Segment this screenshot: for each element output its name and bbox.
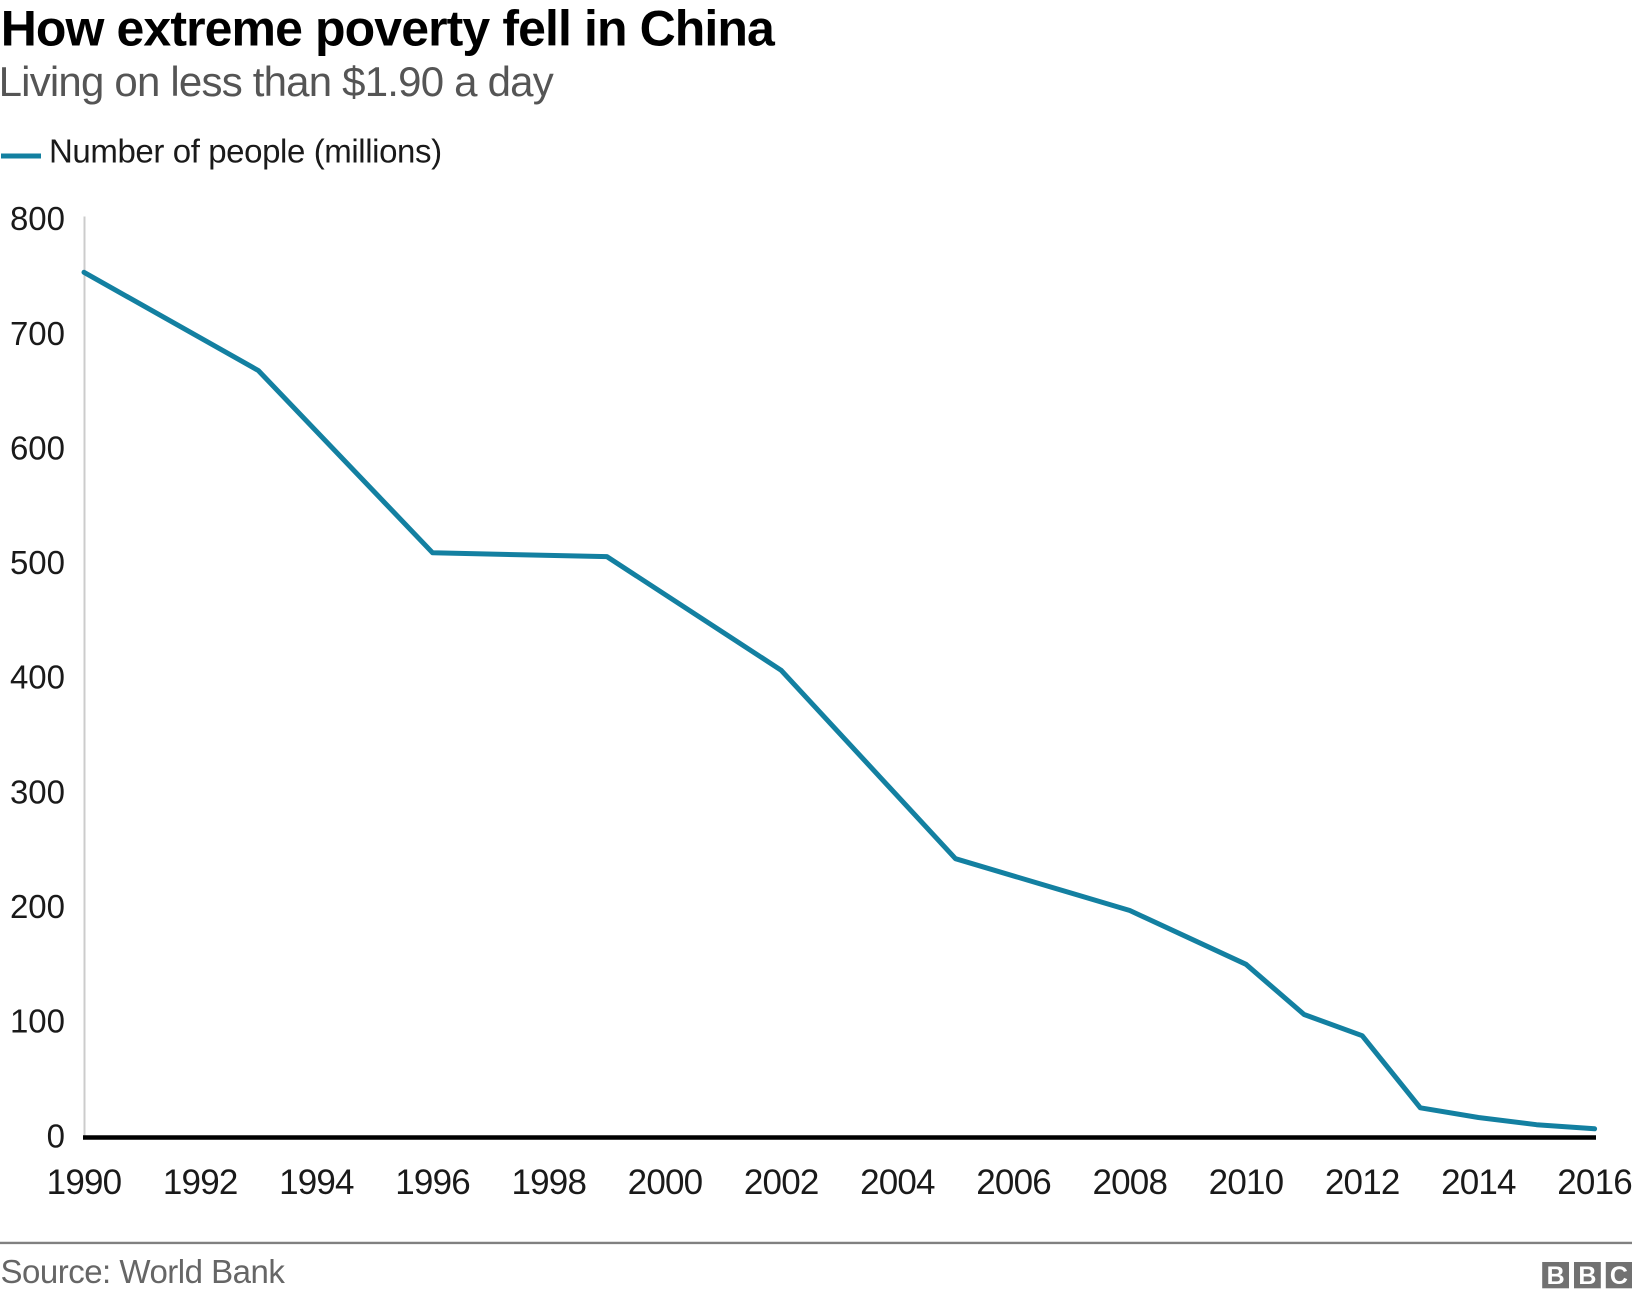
svg-text:B: B	[1578, 1262, 1596, 1290]
svg-text:Living on less than $1.90 a da: Living on less than $1.90 a day	[0, 58, 554, 105]
svg-text:0: 0	[47, 1117, 65, 1154]
svg-text:2016: 2016	[1557, 1163, 1632, 1202]
svg-text:500: 500	[10, 544, 65, 581]
svg-text:1990: 1990	[47, 1163, 122, 1202]
svg-text:2002: 2002	[744, 1163, 819, 1202]
svg-text:600: 600	[10, 429, 65, 466]
svg-text:2006: 2006	[976, 1163, 1051, 1202]
svg-text:2000: 2000	[628, 1163, 703, 1202]
svg-text:2008: 2008	[1092, 1163, 1167, 1202]
svg-text:1994: 1994	[279, 1163, 354, 1202]
svg-text:700: 700	[10, 315, 65, 352]
svg-text:2012: 2012	[1325, 1163, 1400, 1202]
svg-text:1996: 1996	[395, 1163, 470, 1202]
svg-text:300: 300	[10, 773, 65, 810]
svg-text:200: 200	[10, 888, 65, 925]
svg-text:1992: 1992	[163, 1163, 238, 1202]
svg-text:2014: 2014	[1441, 1163, 1516, 1202]
svg-text:400: 400	[10, 659, 65, 696]
svg-text:How extreme poverty fell in Ch: How extreme poverty fell in China	[1, 1, 776, 57]
svg-text:2004: 2004	[860, 1163, 935, 1202]
svg-text:B: B	[1547, 1262, 1565, 1290]
svg-text:100: 100	[10, 1003, 65, 1040]
svg-text:Source: World Bank: Source: World Bank	[1, 1253, 286, 1290]
svg-text:800: 800	[10, 200, 65, 237]
svg-text:Number of people (millions): Number of people (millions)	[49, 132, 442, 169]
svg-text:2010: 2010	[1209, 1163, 1284, 1202]
svg-text:1998: 1998	[511, 1163, 586, 1202]
svg-text:C: C	[1610, 1262, 1628, 1290]
